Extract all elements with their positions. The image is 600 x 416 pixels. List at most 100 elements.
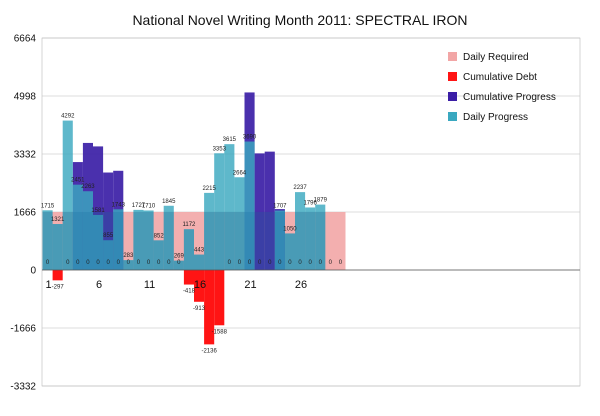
daily-progress-bar: [113, 209, 124, 270]
data-label: 0: [147, 260, 151, 266]
required-overlap-bar: [103, 211, 114, 270]
data-label: 0: [228, 260, 232, 266]
data-label: 2237: [293, 185, 307, 191]
data-label: 1796: [303, 200, 317, 206]
daily-progress-bar: [42, 210, 53, 270]
y-tick-label: 1666: [14, 208, 37, 219]
required-overlap-bar: [163, 211, 174, 270]
data-label: 1715: [41, 203, 55, 209]
daily-progress-bar: [183, 229, 194, 270]
daily-progress-bar: [173, 260, 184, 270]
legend-label: Daily Progress: [463, 112, 528, 123]
data-label: 283: [123, 253, 134, 259]
legend-swatch: [448, 72, 457, 81]
legend-label: Cumulative Progress: [463, 92, 556, 103]
data-label: 269: [174, 254, 185, 260]
cumulative-debt-bar: [52, 270, 63, 281]
y-tick-label: -1666: [10, 324, 36, 335]
legend: Daily Required Cumulative Debt Cumulative …: [448, 52, 556, 123]
data-label: 1879: [314, 198, 328, 204]
data-label: 0: [177, 260, 181, 266]
required-overlap-bar: [62, 211, 73, 270]
data-label: 0: [339, 260, 343, 266]
y-tick-label: -3332: [10, 382, 36, 393]
data-label: 0: [248, 260, 252, 266]
data-label: 0: [66, 260, 70, 266]
required-overlap-bar: [82, 211, 93, 270]
daily-progress-bar: [143, 210, 154, 270]
x-tick-label: 26: [295, 279, 307, 291]
data-label: 2664: [233, 170, 247, 176]
required-overlap-bar: [52, 224, 63, 270]
required-overlap-bar: [274, 211, 285, 270]
data-label: 2215: [202, 186, 216, 192]
required-overlap-bar: [254, 211, 265, 270]
x-tick-label: 21: [244, 279, 256, 291]
daily-progress-bar: [305, 207, 316, 270]
data-label: 0: [238, 260, 242, 266]
cumulative-debt-bar: [183, 270, 194, 285]
data-label: 855: [103, 233, 114, 239]
required-overlap-bar: [72, 211, 83, 270]
y-tick-label: 3332: [14, 150, 37, 161]
x-tick-label: 1: [45, 279, 51, 291]
daily-progress-bar: [284, 233, 295, 270]
data-label: 0: [96, 260, 100, 266]
data-label: 1321: [51, 217, 65, 223]
data-label: 443: [194, 248, 205, 254]
data-label: 1581: [91, 208, 105, 214]
data-label: -2136: [201, 348, 217, 354]
daily-progress-bar: [244, 141, 255, 270]
legend-swatch: [448, 92, 457, 101]
legend-swatch: [448, 52, 457, 61]
data-label: 3690: [243, 135, 257, 141]
required-overlap-bar: [284, 233, 295, 270]
required-overlap-bar: [153, 240, 164, 270]
data-label: -418: [183, 289, 196, 295]
data-label: 3353: [213, 146, 227, 152]
cumulative-progress-bar: [264, 151, 275, 270]
required-overlap-bar: [264, 211, 275, 270]
legend-label: Cumulative Debt: [463, 72, 537, 83]
required-overlap-bar: [93, 211, 104, 270]
data-label: 0: [298, 260, 302, 266]
daily-progress-bar: [62, 120, 73, 270]
daily-progress-bar: [234, 177, 245, 270]
daily-progress-bar: [315, 204, 326, 270]
chart-title: National Novel Writing Month 2011: SPECT…: [132, 12, 467, 28]
data-label: 2451: [71, 178, 85, 184]
data-label: 1710: [142, 203, 156, 209]
data-label: 0: [167, 260, 171, 266]
daily-progress-bar: [295, 192, 306, 270]
data-label: 0: [137, 260, 141, 266]
data-label: 3615: [223, 137, 237, 143]
required-overlap-bar: [42, 211, 53, 270]
data-label: -297: [52, 284, 65, 290]
required-overlap-bar: [295, 211, 306, 270]
required-overlap-bar: [315, 211, 326, 270]
x-tick-label: 6: [96, 279, 102, 291]
daily-progress-bar: [123, 260, 134, 270]
required-overlap-bar: [173, 260, 184, 270]
required-overlap-bar: [305, 211, 316, 270]
x-tick-label: 11: [144, 279, 155, 291]
data-label: 2263: [81, 184, 95, 190]
data-label: 0: [258, 260, 262, 266]
required-overlap-bar: [214, 211, 225, 270]
required-overlap-bar: [244, 211, 255, 270]
required-overlap-bar: [123, 260, 134, 270]
data-label: 0: [117, 260, 121, 266]
bars-layer: [42, 92, 346, 345]
required-overlap-bar: [194, 254, 205, 270]
daily-progress-bar: [214, 153, 225, 270]
cumulative-progress-bar: [93, 146, 104, 270]
cumulative-debt-bar: [194, 270, 205, 302]
required-overlap-bar: [133, 211, 144, 270]
daily-progress-bar: [224, 144, 235, 270]
daily-progress-bar: [93, 214, 104, 270]
data-label: 1707: [273, 204, 287, 210]
cumulative-debt-bar: [204, 270, 215, 345]
data-label: 1845: [162, 199, 176, 205]
y-tick-label: 6664: [14, 34, 37, 45]
